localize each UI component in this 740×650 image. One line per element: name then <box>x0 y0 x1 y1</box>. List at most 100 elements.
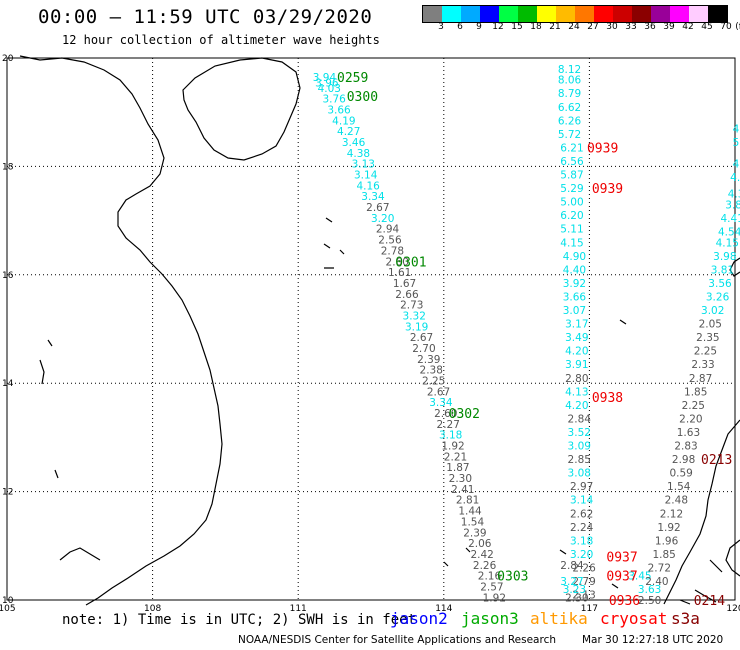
legend-swatch <box>575 6 594 22</box>
wave-height-value: 3.89 <box>725 199 740 211</box>
pass-time-label: 0937 <box>606 570 637 585</box>
wave-height-value: 2.12 <box>660 508 683 520</box>
wave-height-value: 4.15 <box>716 237 739 249</box>
legend-swatch <box>594 6 613 22</box>
wave-height-value: 2.25 <box>682 400 705 412</box>
footer-date: Mar 30 12:27:18 UTC 2020 <box>582 634 724 646</box>
wave-height-value: 2.38 <box>420 365 443 377</box>
wave-height-value: 1.92 <box>657 522 680 534</box>
wave-height-value: 2.84 <box>560 560 584 572</box>
satellite-legend-item: s3a <box>671 609 700 628</box>
wave-height-value: 6.21 <box>560 142 583 154</box>
wave-height-value: 2.97 <box>570 481 593 493</box>
wave-height-value: 2.87 <box>689 373 712 385</box>
lon-tick-label: 120 <box>726 604 740 614</box>
wave-height-value: 3.45 <box>628 571 651 583</box>
wave-height-value: 4.13 <box>565 386 588 398</box>
legend-swatch <box>499 6 518 22</box>
wave-height-value: 2.40 <box>645 576 668 588</box>
legend-swatch <box>651 6 670 22</box>
map-title: 00:00 – 11:59 UTC 03/29/2020 <box>38 6 373 28</box>
wave-height-value: 2.39 <box>417 354 440 366</box>
wave-height-value: 2.20 <box>679 413 702 425</box>
legend-label: 18 <box>530 22 542 32</box>
wave-height-value: 3.27 <box>560 576 583 588</box>
wave-height-value: 3.96 <box>315 77 339 89</box>
pass-time-label: 0300 <box>347 90 378 105</box>
wave-height-value: 4.03 <box>318 83 341 95</box>
wave-height-value: 2.06 <box>468 538 492 550</box>
wave-height-value: 3.20 <box>371 213 394 225</box>
wave-height-value: 3.26 <box>706 291 730 303</box>
gulf-islands <box>39 339 59 479</box>
legend-label: 27 <box>587 22 599 32</box>
wave-height-value: 8.06 <box>558 75 582 87</box>
legend-label: 33 <box>625 22 637 32</box>
legend-label: 42 <box>682 22 694 32</box>
legend-swatch <box>556 6 575 22</box>
wave-height-value: 2.42 <box>470 549 493 561</box>
wave-height-value: 3.19 <box>405 321 428 333</box>
legend-swatch <box>708 6 727 22</box>
legend-label: 30 <box>606 22 618 32</box>
wave-height-value: 2.67 <box>410 332 433 344</box>
legend-label: 3 <box>438 22 444 32</box>
wave-height-value: 4.20 <box>565 346 588 358</box>
wave-height-value: 3.49 <box>565 332 588 344</box>
wave-height-value: 2.78 <box>381 245 404 257</box>
wave-height-value: 2.62 <box>570 508 593 520</box>
wave-height-value: 2.60 <box>434 408 457 420</box>
wave-height-value: 3.91 <box>565 359 588 371</box>
wave-height-value: 1.87 <box>446 462 469 474</box>
wave-height-value: 2.26 <box>473 560 497 572</box>
pass-time-label: 0303 <box>497 570 528 585</box>
legend-label: 39 <box>663 22 675 32</box>
wave-height-value: 2.66 <box>395 289 419 301</box>
wave-height-value: 1.85 <box>684 386 707 398</box>
pass-time-label: 0301 <box>395 255 426 270</box>
wave-height-value: 1.96 <box>655 535 679 547</box>
wave-height-value: 2.94 <box>376 224 400 236</box>
wave-height-value: 0.59 <box>669 468 692 480</box>
wave-height-value: 1.92 <box>441 441 464 453</box>
lat-tick-label: 16 <box>2 271 14 281</box>
wave-height-value: 2.50 <box>638 595 661 607</box>
wave-height-value: 1.54 <box>667 481 691 493</box>
wave-height-value: 3.18 <box>570 535 593 547</box>
lon-tick-label: 111 <box>290 604 307 614</box>
wave-height-value: 4.54 <box>718 226 740 238</box>
coastline <box>19 55 740 606</box>
pass-time-label: 0938 <box>592 391 623 406</box>
wave-height-value: 2.30 <box>449 473 472 485</box>
pass-time-label: 0939 <box>587 141 618 156</box>
wave-height-value: 4.40 <box>563 264 586 276</box>
wave-height-value: 8.79 <box>558 88 581 100</box>
wave-height-value: 3.14 <box>354 170 378 182</box>
hainan-coastline <box>182 57 301 161</box>
legend-swatch <box>632 6 651 22</box>
wave-height-value: 2.30 <box>565 592 588 604</box>
wave-height-value: 1.61 <box>388 267 411 279</box>
footer-credit: NOAA/NESDIS Center for Satellite Applica… <box>238 634 556 646</box>
wave-height-value: 4.27 <box>337 126 360 138</box>
lat-tick-label: 18 <box>2 162 14 172</box>
footnote: note: 1) Time is in UTC; 2) SWH is in fe… <box>62 612 417 628</box>
wave-height-value: 3.92 <box>563 278 586 290</box>
wave-height-value: 4.37 <box>728 189 740 201</box>
wave-height-value: 2.57 <box>480 581 503 593</box>
wave-height-value: 2.84 <box>568 413 592 425</box>
legend-swatch <box>442 6 461 22</box>
wave-height-value: 2.72 <box>648 562 671 574</box>
legend-label: 36 <box>644 22 656 32</box>
wave-height-value: 3.98 <box>713 251 736 263</box>
satellite-legend-item: jason3 <box>461 609 519 628</box>
wave-height-value: 2.41 <box>451 484 474 496</box>
lon-tick-label: 105 <box>0 604 16 614</box>
legend-swatch <box>461 6 480 22</box>
legend-swatch <box>423 6 442 22</box>
wave-height-value: 2.98 <box>672 454 695 466</box>
wave-height-value: 2.60 <box>386 256 409 268</box>
legend-label: 12 <box>492 22 504 32</box>
pass-time-label: 0213 <box>701 453 732 468</box>
satellite-legend-item: cryosat <box>600 609 668 628</box>
